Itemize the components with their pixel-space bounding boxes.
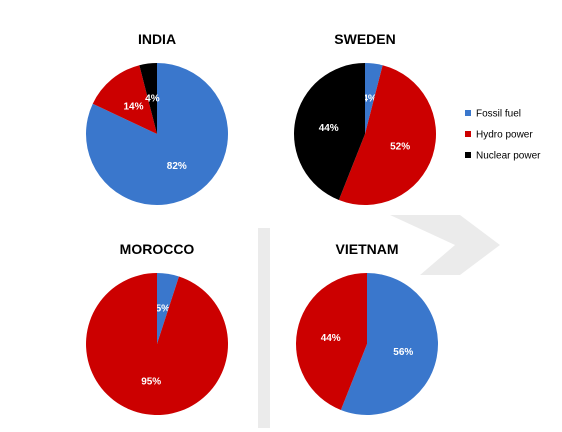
pie-slice-fossil-fuel — [86, 63, 229, 206]
legend-swatch — [465, 152, 471, 158]
legend-item-hydro-power: Hydro power — [465, 130, 533, 141]
slice-label-fossil-fuel: 4% — [362, 93, 377, 104]
watermark-arrow — [390, 215, 500, 275]
slice-label-fossil-fuel: 56% — [393, 347, 413, 358]
pie-slice-nuclear-power — [294, 63, 365, 201]
chart-title: SWEDEN — [334, 31, 395, 47]
slice-label-fossil-fuel: 5% — [156, 304, 171, 315]
slice-label-hydro-power: 44% — [321, 333, 341, 344]
watermark-bar — [258, 228, 270, 428]
legend-label: Hydro power — [476, 130, 533, 141]
watermark — [258, 215, 500, 428]
chart-title: INDIA — [138, 31, 176, 47]
slice-label-nuclear-power: 4% — [145, 93, 160, 104]
legend-item-nuclear-power: Nuclear power — [465, 151, 541, 162]
pie-slice-fossil-fuel — [340, 273, 439, 416]
charts-group: INDIA82%14%4%SWEDEN4%52%44%MOROCCO5%95%V… — [86, 31, 439, 416]
chart-title: VIETNAM — [336, 241, 399, 257]
slice-label-fossil-fuel: 82% — [167, 161, 187, 172]
pie-slice-hydro-power — [296, 273, 367, 411]
pie-slice-nuclear-power — [139, 63, 157, 134]
pie-slice-hydro-power — [86, 273, 229, 415]
pie-slice-hydro-power — [92, 65, 157, 134]
pie-chart-india: INDIA 82% 14%4% — [86, 31, 229, 206]
legend-label: Fossil fuel — [476, 109, 521, 120]
slice-label-nuclear-power: 44% — [319, 123, 339, 134]
pie-chart-sweden: SWEDEN 4% 52% 44% — [294, 31, 437, 206]
legend: Fossil fuel Hydro power Nuclear power — [465, 109, 541, 162]
pie-chart-morocco: MOROCCO 5% 95% — [86, 241, 229, 415]
slice-label-hydro-power: 52% — [390, 141, 410, 152]
legend-swatch — [465, 131, 471, 137]
slice-label-hydro-power: 95% — [141, 377, 161, 388]
legend-swatch — [465, 110, 471, 116]
pie-slice-fossil-fuel — [365, 63, 383, 134]
pie-slice-hydro-power — [338, 65, 437, 206]
pie-chart-vietnam: VIETNAM 56% 44% — [296, 241, 439, 416]
pie-slice-fossil-fuel — [157, 273, 179, 344]
chart-title: MOROCCO — [120, 241, 195, 257]
legend-label: Nuclear power — [476, 151, 541, 162]
slice-label-hydro-power: 14% — [123, 102, 143, 113]
legend-item-fossil-fuel: Fossil fuel — [465, 109, 521, 120]
